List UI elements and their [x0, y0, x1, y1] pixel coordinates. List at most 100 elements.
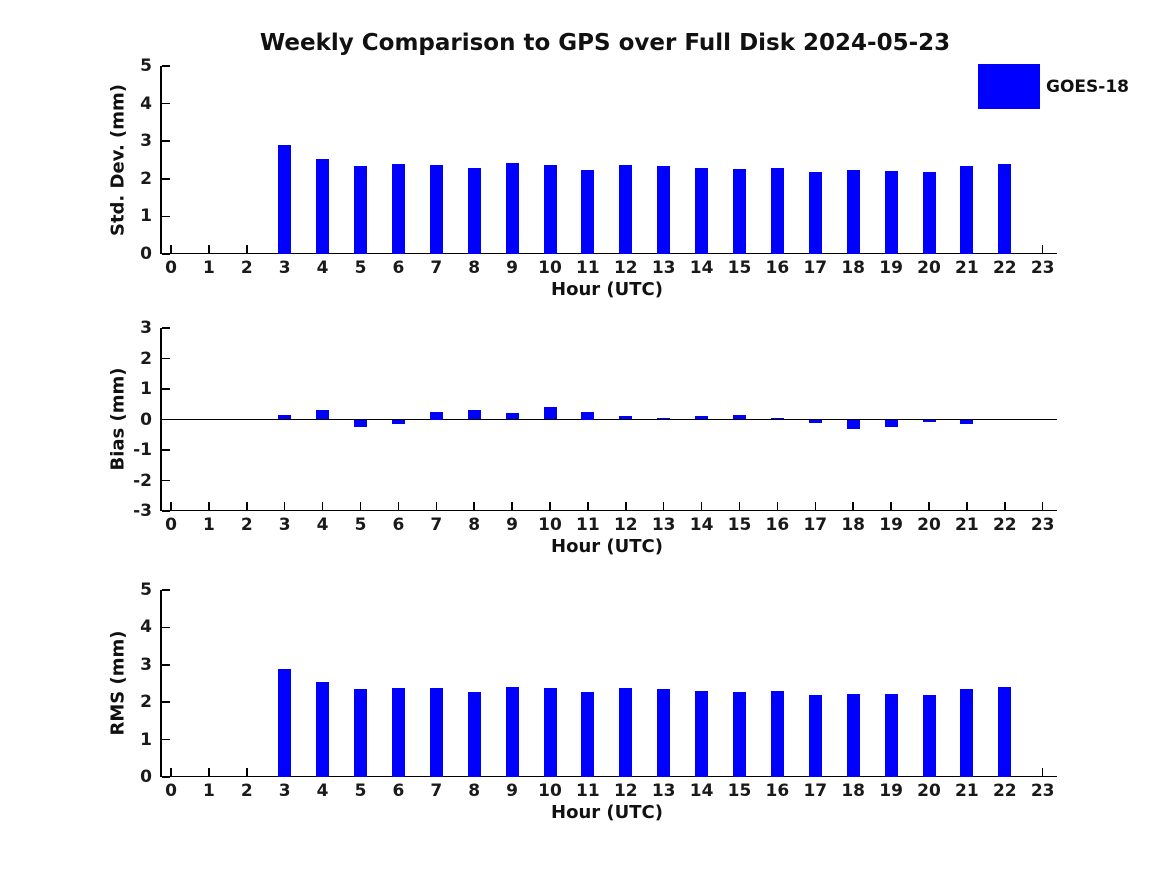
y-tick-label: 1 — [140, 379, 152, 399]
x-tick-label: 23 — [1030, 515, 1055, 535]
x-tick-label: 13 — [651, 258, 676, 278]
y-tick-label: -3 — [133, 501, 152, 521]
x-tick — [246, 244, 248, 253]
x-tick-label: 3 — [278, 515, 291, 535]
x-tick — [208, 244, 210, 253]
y-tick-label: 4 — [140, 93, 152, 114]
x-tick — [776, 501, 779, 510]
x-tick-label: 18 — [841, 781, 866, 801]
bar-hour-16 — [770, 417, 784, 420]
chart-title: Weekly Comparison to GPS over Full Disk … — [259, 30, 951, 56]
bar-hour-9 — [505, 163, 519, 254]
subplot-rms: 0 1 2 3 4 5 0 1 2 3 4 5 6 7 8 9 10 11 12 13 14 15 16 17 18 19 20 21… — [140, 580, 1057, 801]
x-tick — [246, 767, 248, 776]
bar-hour-15 — [733, 414, 746, 420]
x-tick — [170, 767, 172, 776]
x-tick-label: 6 — [392, 515, 405, 535]
bar-hour-15 — [733, 692, 746, 777]
y-tick — [161, 510, 170, 512]
y-tick-label: 3 — [140, 131, 152, 152]
bar-hour-9 — [505, 413, 519, 420]
bar-hour-14 — [695, 415, 709, 420]
x-tick-label: 17 — [803, 258, 828, 278]
bar-hour-8 — [467, 692, 481, 777]
x-tick-label: 19 — [879, 258, 903, 278]
bar-hour-16 — [770, 691, 784, 777]
x-tick — [170, 244, 172, 253]
x-tick-label: 10 — [538, 781, 562, 801]
y-tick-label: 3 — [140, 654, 152, 675]
bar-hour-14 — [695, 168, 709, 254]
y-tick-label: 5 — [140, 56, 152, 76]
bar-hour-16 — [770, 168, 784, 254]
x-tick-label: 23 — [1030, 781, 1055, 801]
bar-hour-6 — [391, 419, 405, 425]
x-tick-label: 8 — [468, 515, 481, 535]
x-tick — [435, 501, 438, 510]
x-tick — [208, 501, 210, 510]
bar-hour-21 — [960, 165, 974, 254]
x-tick-label: 16 — [765, 781, 790, 801]
x-tick-label: 3 — [278, 781, 291, 801]
y-tick-label: 4 — [140, 617, 152, 638]
y-tick — [161, 327, 170, 329]
y-tick — [161, 626, 170, 629]
x-tick-label: 7 — [430, 781, 443, 801]
x-tick-label: 17 — [803, 781, 828, 801]
x-tick — [246, 501, 248, 510]
y-tick-label: 0 — [140, 767, 152, 787]
bar-hour-4 — [316, 410, 330, 420]
bar-hour-4 — [316, 682, 330, 777]
x-tick-label: 12 — [613, 258, 638, 278]
x-tick — [549, 501, 551, 510]
bar-hour-3 — [278, 668, 292, 777]
x-tick-label: 20 — [917, 515, 941, 535]
subplot-bias: -3 -2 -1 0 1 2 3 0 1 2 3 4 5 6 7 8 9 10 11 12 13 14 15 16 17 18 19… — [133, 318, 1057, 535]
x-tick — [1041, 244, 1044, 253]
y-tick-label: 2 — [140, 692, 152, 713]
x-tick-label: 14 — [689, 781, 714, 801]
y-tick — [161, 178, 170, 180]
x-tick — [511, 501, 513, 510]
bar-hour-7 — [429, 687, 443, 777]
bar-hour-17 — [808, 419, 822, 423]
y-axis-spine — [160, 590, 162, 777]
bar-hour-12 — [619, 416, 633, 420]
x-tick-label: 21 — [955, 515, 979, 535]
bar-hour-3 — [278, 414, 292, 420]
y-tick-label: 1 — [140, 729, 152, 750]
y-tick — [161, 357, 170, 360]
bar-hour-9 — [505, 686, 519, 777]
x-tick-label: 14 — [689, 258, 714, 278]
x-tick-label: 22 — [992, 258, 1017, 278]
y-tick — [161, 102, 170, 105]
bar-hour-13 — [657, 417, 671, 420]
bar-hour-6 — [391, 687, 405, 777]
y-tick — [161, 701, 170, 703]
x-tick — [890, 501, 892, 510]
x-tick-label: 0 — [165, 515, 177, 535]
x-tick — [170, 501, 172, 510]
y-tick-label: -1 — [133, 440, 152, 460]
zero-line — [160, 419, 1057, 420]
x-axis-spine — [160, 252, 1057, 254]
bar-hour-20 — [922, 419, 936, 422]
bar-hour-18 — [846, 693, 860, 777]
y-tick — [161, 253, 170, 255]
x-tick-label: 17 — [803, 515, 828, 535]
x-tick-label: 20 — [917, 258, 941, 278]
y-tick-label: 0 — [140, 409, 152, 430]
x-tick-label: 6 — [392, 258, 405, 278]
x-tick-label: 6 — [392, 781, 405, 801]
y-tick — [161, 449, 170, 451]
x-tick-label: 11 — [576, 515, 600, 535]
x-tick-label: 10 — [538, 258, 562, 278]
bar-hour-19 — [884, 419, 898, 428]
y-tick — [161, 589, 170, 591]
x-tick-label: 13 — [651, 515, 676, 535]
x-tick — [473, 501, 475, 510]
x-tick — [1041, 501, 1044, 510]
x-tick — [587, 501, 589, 510]
y-tick-label: 0 — [140, 244, 152, 264]
bar-hour-3 — [278, 144, 292, 254]
